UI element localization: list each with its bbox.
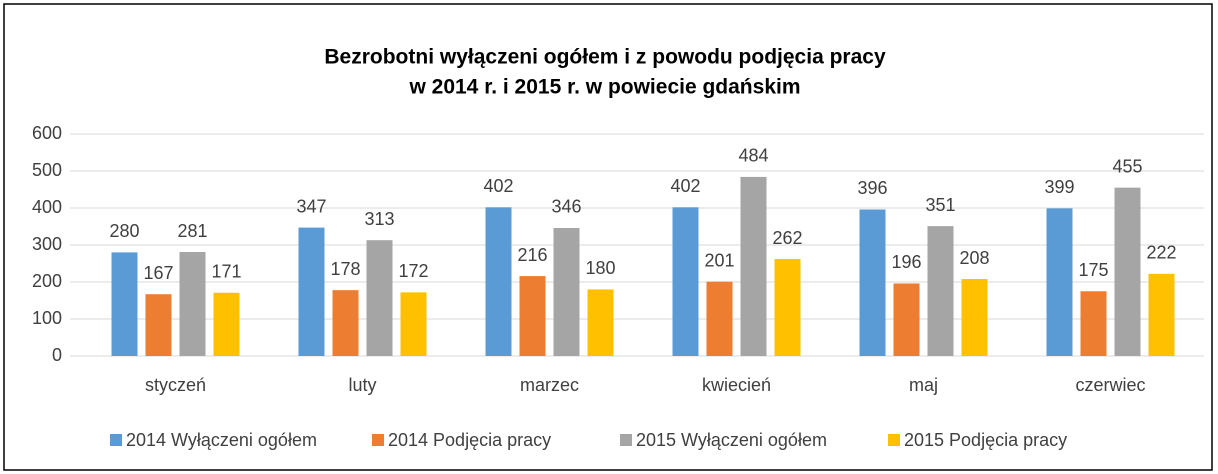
- bar: [1148, 273, 1175, 356]
- data-label: 262: [772, 228, 802, 248]
- legend-swatch: [110, 434, 122, 446]
- bar: [553, 227, 580, 356]
- bar: [145, 294, 172, 356]
- data-label: 171: [211, 261, 241, 281]
- x-tick-label: czerwiec: [1075, 375, 1145, 395]
- legend-swatch: [372, 434, 384, 446]
- bar: [213, 292, 240, 356]
- data-label: 180: [585, 258, 615, 278]
- bar: [961, 279, 988, 356]
- chart-border: [3, 3, 1213, 471]
- y-tick-label: 500: [32, 160, 62, 180]
- y-tick-label: 400: [32, 197, 62, 217]
- x-tick-label: styczeń: [145, 375, 206, 395]
- bar: [485, 207, 512, 356]
- data-label: 455: [1112, 156, 1142, 176]
- bar: [366, 240, 393, 356]
- data-label: 172: [398, 261, 428, 281]
- data-label: 208: [959, 248, 989, 268]
- legend-label: 2014 Wyłączeni ogółem: [126, 430, 317, 450]
- chart-title: w 2014 r. i 2015 r. w powiecie gdańskim: [408, 76, 800, 99]
- y-tick-label: 100: [32, 308, 62, 328]
- data-label: 281: [177, 221, 207, 241]
- bar: [893, 283, 920, 356]
- legend-label: 2015 Wyłączeni ogółem: [636, 430, 827, 450]
- data-label: 196: [891, 252, 921, 272]
- x-tick-label: kwiecień: [702, 375, 771, 395]
- bar: [179, 252, 206, 356]
- bar: [519, 276, 546, 356]
- x-tick-label: luty: [348, 375, 376, 395]
- bar: [1046, 208, 1073, 356]
- data-label: 346: [551, 197, 581, 217]
- legend-label: 2015 Podjęcia pracy: [904, 430, 1067, 450]
- bar: [859, 209, 886, 356]
- x-tick-label: maj: [909, 375, 938, 395]
- bar: [587, 289, 614, 356]
- bar: [1114, 187, 1141, 356]
- legend-swatch: [888, 434, 900, 446]
- y-tick-label: 600: [32, 123, 62, 143]
- y-tick-label: 0: [52, 345, 62, 365]
- data-label: 201: [704, 250, 734, 270]
- data-label: 216: [517, 245, 547, 265]
- data-label: 167: [143, 263, 173, 283]
- data-label: 399: [1044, 177, 1074, 197]
- bar: [672, 207, 699, 356]
- bar: [740, 176, 767, 356]
- bar: [774, 259, 801, 356]
- bar: [1080, 291, 1107, 356]
- bar: [400, 292, 427, 356]
- data-label: 351: [925, 195, 955, 215]
- data-label: 402: [670, 176, 700, 196]
- data-label: 396: [857, 178, 887, 198]
- data-label: 222: [1146, 243, 1176, 263]
- data-label: 280: [109, 221, 139, 241]
- data-label: 347: [296, 196, 326, 216]
- legend-swatch: [620, 434, 632, 446]
- data-label: 313: [364, 209, 394, 229]
- data-label: 175: [1078, 260, 1108, 280]
- data-label: 178: [330, 259, 360, 279]
- data-label: 402: [483, 176, 513, 196]
- data-label: 484: [738, 146, 768, 166]
- bar: [111, 252, 138, 356]
- bar: [332, 290, 359, 356]
- bar: [706, 281, 733, 356]
- legend-label: 2014 Podjęcia pracy: [388, 430, 551, 450]
- bar: [298, 227, 325, 356]
- y-tick-label: 200: [32, 271, 62, 291]
- bar: [927, 226, 954, 356]
- y-tick-label: 300: [32, 234, 62, 254]
- x-tick-label: marzec: [520, 375, 579, 395]
- chart-title: Bezrobotni wyłączeni ogółem i z powodu p…: [324, 46, 886, 69]
